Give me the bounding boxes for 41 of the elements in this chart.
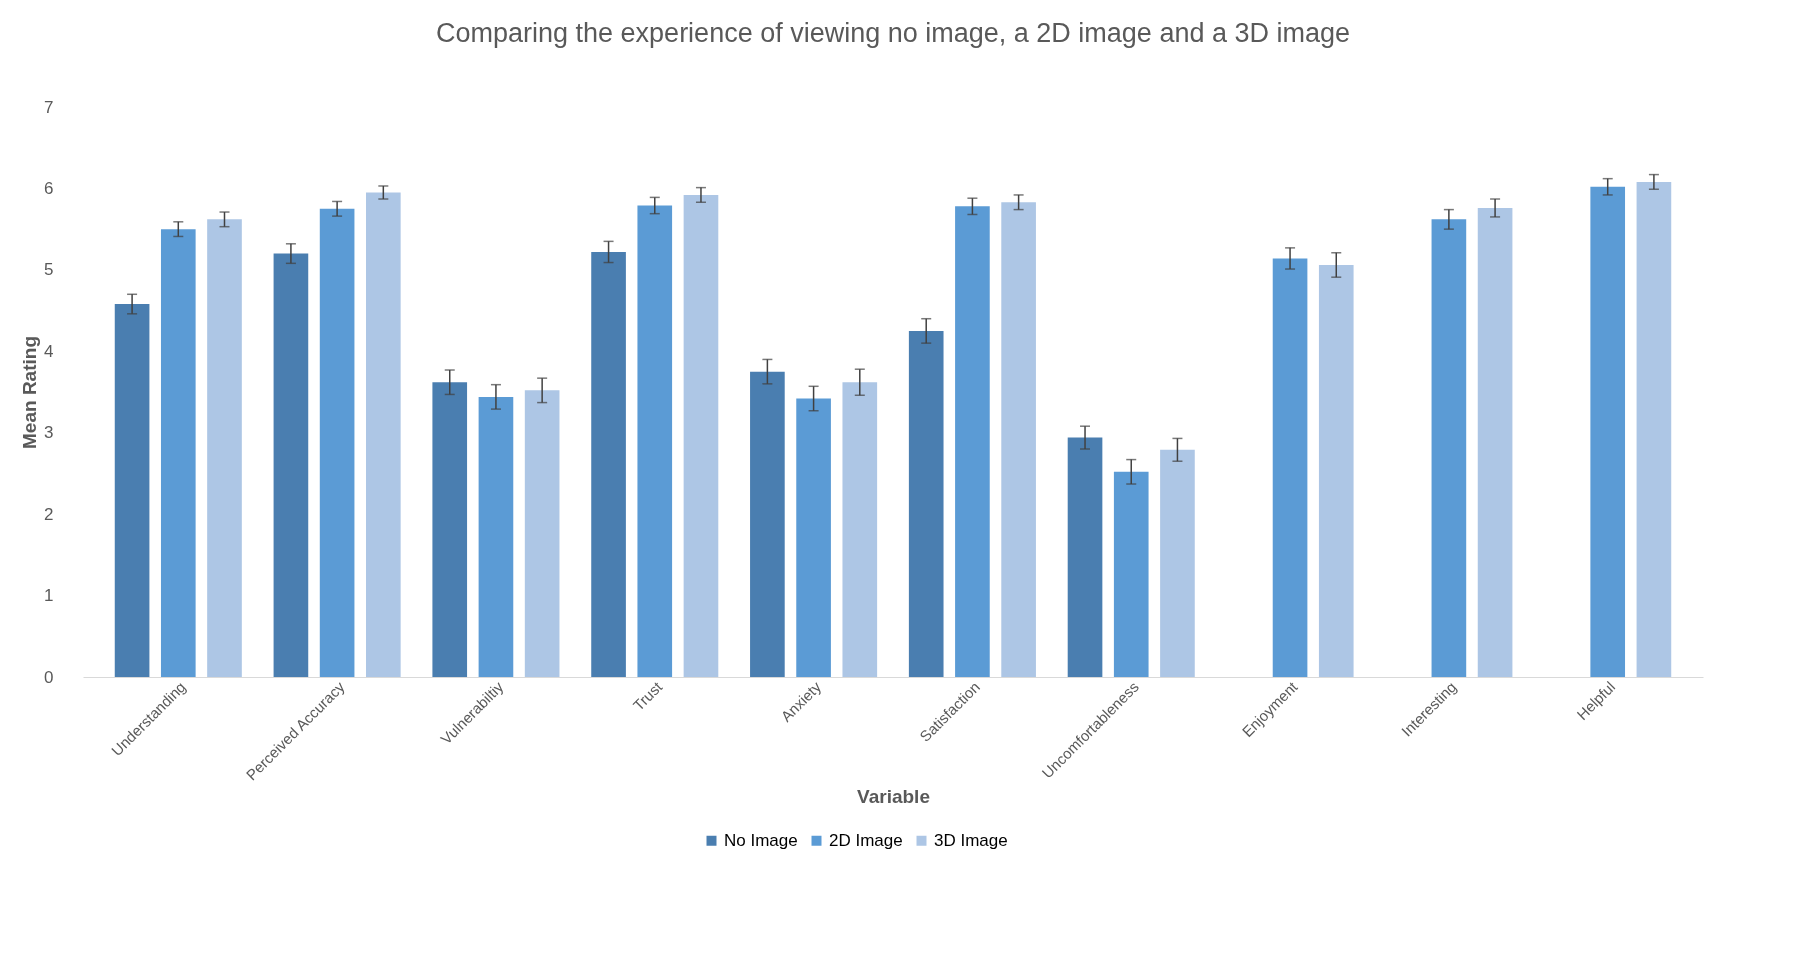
bar: [683, 194, 719, 677]
bar: [842, 382, 878, 677]
bar: [1001, 202, 1036, 677]
y-tick-label: 6: [44, 178, 54, 198]
y-tick-label: 3: [44, 423, 54, 443]
y-tick-label: 0: [44, 667, 54, 687]
x-axis-title: Variable: [857, 785, 930, 807]
bar: [637, 205, 673, 677]
bar: [207, 219, 242, 677]
bar: [1272, 258, 1308, 677]
bar: [432, 382, 468, 677]
bar: [1067, 437, 1103, 677]
bar: [114, 304, 150, 677]
bar: [1160, 449, 1195, 677]
bar: [1431, 219, 1467, 677]
legend-label: No Image: [724, 830, 798, 850]
y-tick-label: 5: [44, 260, 54, 280]
bar: [908, 330, 944, 677]
bar: [750, 371, 785, 677]
y-tick-label: 2: [44, 504, 54, 524]
bar: [955, 206, 990, 677]
legend-label: 3D Image: [934, 830, 1008, 850]
legend-label: 2D Image: [829, 830, 903, 850]
bar: [1113, 471, 1149, 677]
y-tick-label: 4: [44, 341, 54, 361]
bar: [365, 192, 401, 677]
bar: [319, 208, 355, 677]
bar: [1477, 207, 1513, 677]
y-tick-label: 1: [44, 586, 54, 606]
bar: [591, 251, 626, 677]
bar: [524, 390, 560, 677]
bar: [273, 253, 309, 677]
y-axis-title: Mean Rating: [19, 336, 41, 449]
y-tick-label: 7: [44, 97, 54, 117]
bar: [1318, 264, 1354, 677]
bar: [1636, 181, 1672, 677]
bar: [478, 396, 514, 677]
bar: [796, 398, 831, 677]
bar: [160, 229, 196, 677]
bar: [1590, 186, 1626, 677]
chart-title: Comparing the experience of viewing no image, a 2D image and a 3D image: [435, 18, 1351, 48]
